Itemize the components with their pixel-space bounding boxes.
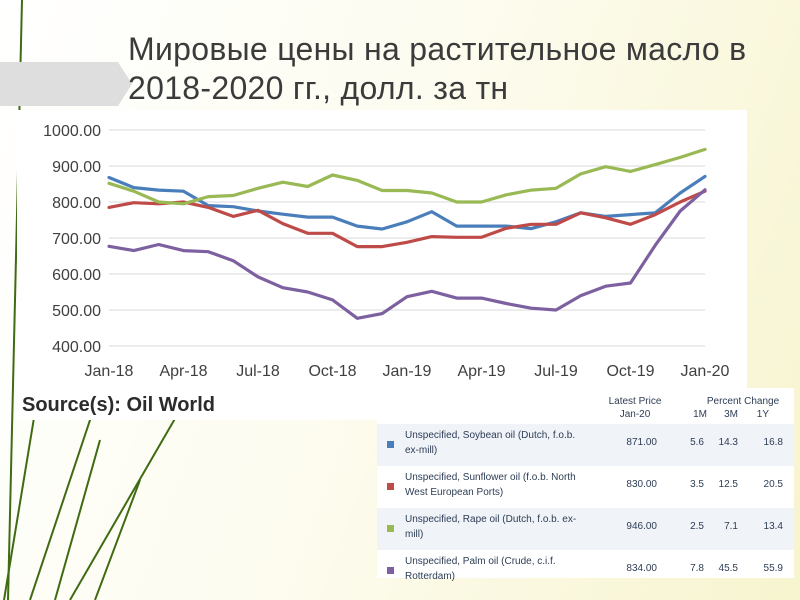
- source-note: Source(s): Oil World: [22, 394, 215, 416]
- y-tick-label: 400.00: [52, 339, 101, 356]
- legend-header-price: Latest Price: [608, 396, 662, 407]
- legend-change-1m: 2.5: [690, 521, 704, 532]
- y-tick-label: 900.00: [52, 159, 101, 176]
- legend-price: 946.00: [626, 521, 657, 532]
- y-tick-label: 600.00: [52, 267, 101, 284]
- x-tick-label: Jul-18: [236, 363, 280, 380]
- legend-price: 834.00: [626, 563, 657, 574]
- x-tick-label: Jan-19: [383, 363, 432, 380]
- legend-change-1m: 7.8: [690, 563, 704, 574]
- x-tick-label: Apr-18: [159, 363, 207, 380]
- legend-change-3m: 14.3: [718, 437, 738, 448]
- legend-change-1m: 5.6: [690, 437, 704, 448]
- legend-header-1y: 1Y: [756, 409, 769, 420]
- legend-header-3m: 3M: [724, 409, 738, 420]
- legend-change-1y: 13.4: [763, 521, 783, 532]
- legend-row-rape: Unspecified, Rape oil (Dutch, f.o.b. ex-…: [377, 508, 794, 550]
- legend-header-change: Percent Change: [706, 396, 780, 407]
- legend-series-name: Unspecified, Soybean oil (Dutch, f.o.b. …: [405, 430, 576, 456]
- legend-series-name: Unspecified, Rape oil (Dutch, f.o.b. ex-…: [405, 514, 577, 540]
- x-tick-label: Jan-18: [85, 363, 134, 380]
- line-chart: 1000.00 900.00 800.00 700.00 600.00 500.00 400…: [43, 123, 730, 380]
- y-tick-label: 700.00: [52, 231, 101, 248]
- x-tick-label: Oct-19: [606, 363, 654, 380]
- legend-series-name: Unspecified, Palm oil (Crude, c.i.f. Rot…: [405, 556, 556, 582]
- x-tick-label: Jul-19: [534, 363, 578, 380]
- y-tick-label: 1000.00: [43, 123, 101, 140]
- legend-header-1m: 1M: [693, 409, 707, 420]
- legend-row-soybean: Unspecified, Soybean oil (Dutch, f.o.b. …: [377, 424, 794, 466]
- legend-change-1m: 3.5: [690, 479, 704, 490]
- legend-change-1y: 55.9: [763, 563, 783, 574]
- palm-swatch-icon: [387, 567, 394, 574]
- legend-change-1y: 16.8: [763, 437, 783, 448]
- legend-row-palm: Unspecified, Palm oil (Crude, c.i.f. Rot…: [377, 550, 794, 592]
- soybean-swatch-icon: [387, 441, 394, 448]
- x-tick-label: Jan-20: [681, 363, 730, 380]
- sunflower-swatch-icon: [387, 483, 394, 490]
- legend-price: 871.00: [626, 437, 657, 448]
- series-line: [107, 189, 707, 249]
- legend-row-sunflower: Unspecified, Sunflower oil (f.o.b. North…: [377, 466, 794, 508]
- title-accent-bar: [0, 62, 118, 106]
- legend-change-3m: 45.5: [718, 563, 738, 574]
- x-tick-label: Apr-19: [457, 363, 505, 380]
- legend-header-price-date: Jan-20: [619, 409, 651, 420]
- legend-series-name: Unspecified, Sunflower oil (f.o.b. North…: [405, 472, 576, 498]
- y-tick-label: 500.00: [52, 303, 101, 320]
- legend-change-3m: 12.5: [718, 479, 738, 490]
- x-tick-label: Oct-18: [308, 363, 356, 380]
- y-tick-label: 800.00: [52, 195, 101, 212]
- legend-change-1y: 20.5: [763, 479, 783, 490]
- chart-panel: 1000.00 900.00 800.00 700.00 600.00 500.00 400…: [17, 110, 747, 420]
- series-line: [107, 188, 707, 320]
- legend-price: 830.00: [626, 479, 657, 490]
- title-accent-arrow: [118, 62, 132, 106]
- series-line: [107, 147, 707, 206]
- slide-title: Мировые цены на растительное масло в 201…: [128, 31, 747, 106]
- legend-change-3m: 7.1: [724, 521, 738, 532]
- legend-table: Latest Price Jan-20 Percent Change 1M 3M…: [377, 388, 794, 582]
- rape-swatch-icon: [387, 525, 394, 532]
